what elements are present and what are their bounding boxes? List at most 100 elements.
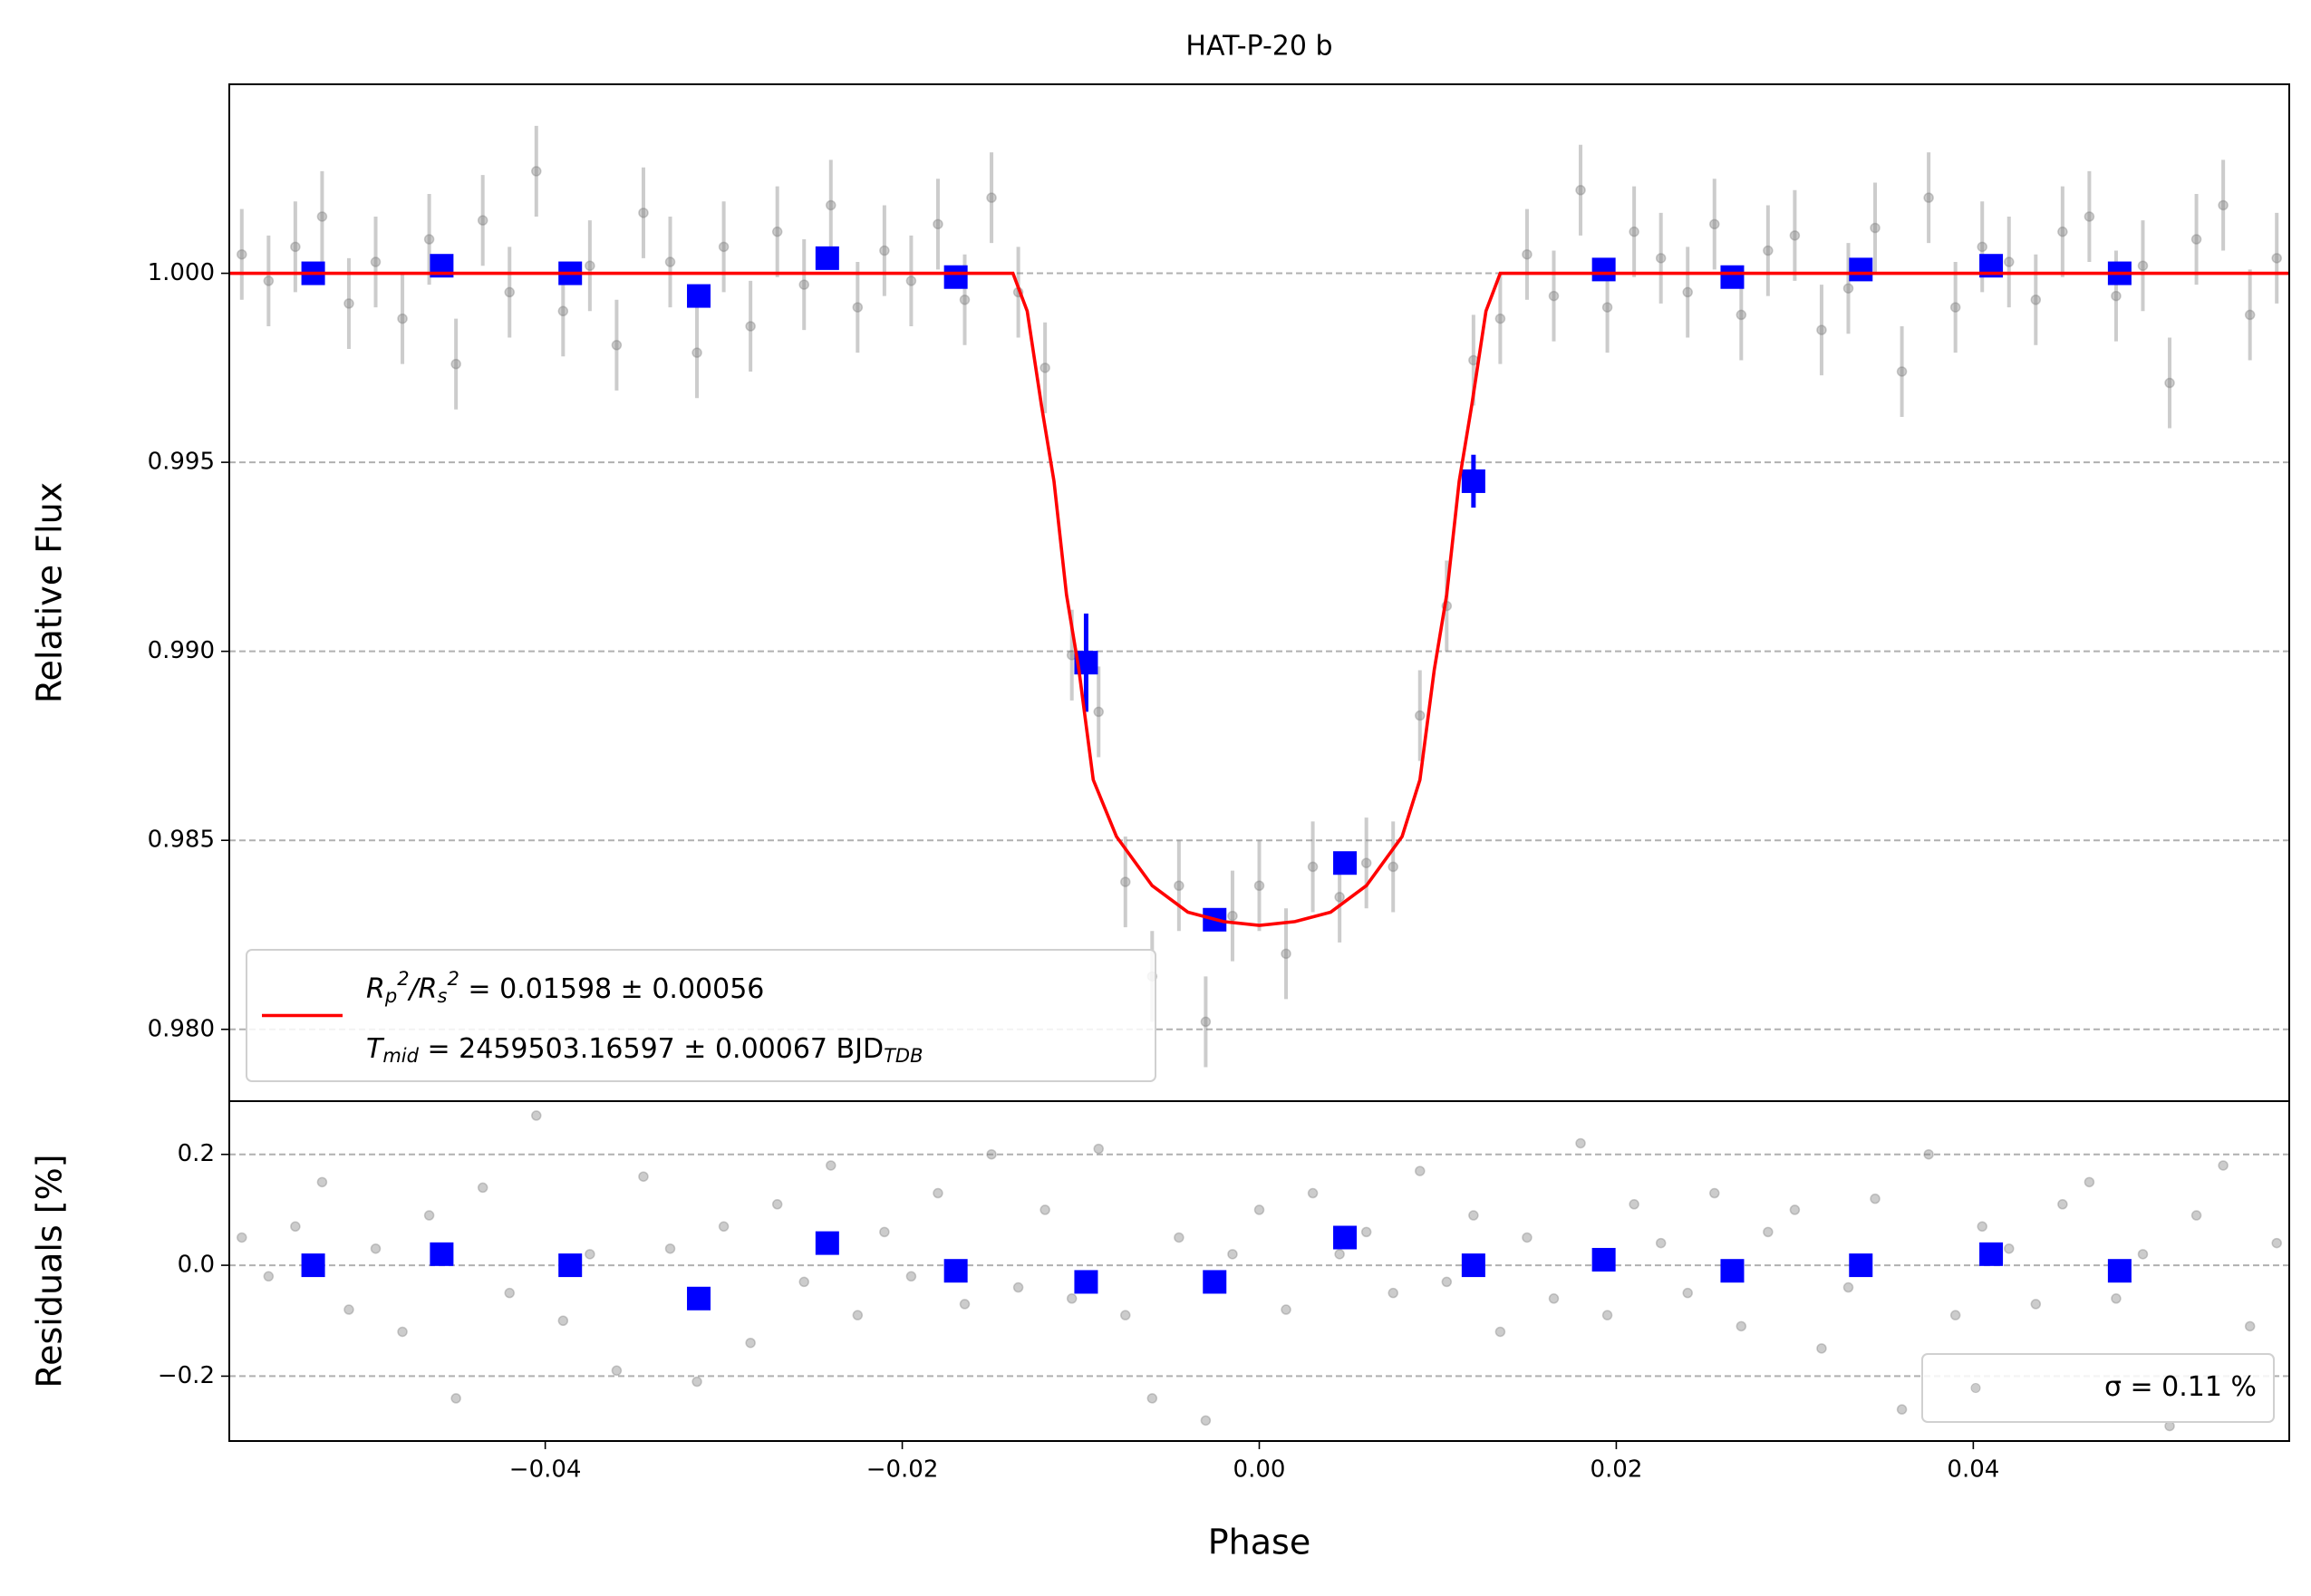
data-point [1227,1249,1238,1260]
x-axis-label: Phase [1208,1523,1310,1562]
data-point [531,166,542,177]
data-point [1334,892,1345,903]
data-point [2137,260,2149,271]
data-point [1388,861,1398,873]
legend-text-part: 2 [447,968,459,990]
data-point [1655,253,1667,264]
legend-box [246,949,1156,1082]
binned-point [1461,1253,1485,1278]
data-point [1415,710,1426,721]
binned-point [1720,1259,1745,1283]
legend-text-part: p [384,985,397,1007]
legend-text-part: /R [407,973,438,1005]
data-point [1468,1210,1479,1221]
legend-label: Rp2/Rs2 = 0.01598 ± 0.00056 [366,968,764,1007]
data-point [477,215,488,226]
data-point [1575,1137,1586,1149]
data-point [691,1376,702,1388]
data-point [1494,313,1506,324]
data-point [1253,1204,1265,1215]
binned-point [1591,257,1616,282]
data-point [664,256,676,267]
data-point [1200,1415,1212,1427]
data-point [2271,253,2282,264]
legend-text-part: = 2459503.16597 ± 0.00067 BJD [419,1033,884,1065]
data-point [1093,1143,1104,1155]
data-point [2004,256,2015,267]
y-tick-label: 0.2 [178,1140,215,1167]
y-tick-label: 0.995 [148,449,215,476]
data-point [1601,302,1613,313]
data-point [771,226,783,237]
data-point [504,286,515,298]
data-point [1789,230,1801,241]
data-point [397,1326,408,1338]
binned-point [558,1253,583,1278]
data-point [1522,1232,1533,1243]
data-point [1441,1276,1453,1288]
data-point [1763,1226,1774,1238]
data-point [370,1243,382,1254]
binned-point [1461,469,1485,493]
data-point [557,1315,569,1327]
data-point [1949,1310,1961,1320]
data-point [1548,1293,1560,1304]
data-point [1923,192,1934,203]
data-point [2244,309,2256,321]
data-point [1655,1237,1667,1249]
legend-marker [1970,1383,1981,1393]
data-point [2244,1320,2256,1332]
binned-point [301,1253,325,1278]
data-point [1736,309,1747,321]
data-point [1012,1282,1024,1293]
data-point [1789,1204,1801,1215]
data-point [1227,910,1238,922]
data-point [2057,226,2068,237]
data-point [1307,1187,1319,1199]
data-point [798,279,809,290]
x-tick-label: −0.02 [866,1456,939,1484]
y-axis-label: Relative Flux [30,482,70,703]
data-point [1949,302,1961,313]
data-point [745,1337,756,1349]
x-tick-label: 0.02 [1590,1456,1642,1484]
y-tick-label: −0.2 [158,1362,215,1389]
model-line [229,271,2289,927]
data-point [2084,211,2095,222]
data-point [718,241,730,253]
data-point [531,1110,542,1121]
data-point [1120,876,1131,887]
data-point [1174,880,1185,892]
data-point [2164,377,2175,389]
y-tick-label: 0.980 [148,1015,215,1042]
data-point [1977,241,1987,253]
data-point [1039,1204,1050,1215]
binned-point [1849,1253,1873,1278]
data-point [1816,324,1827,335]
data-point [986,192,997,203]
data-point [1763,245,1774,256]
legend-box [1921,1353,2275,1423]
data-point [1709,1187,1720,1199]
y-axis-label: Residuals [%] [30,1154,70,1388]
data-point [852,1310,864,1320]
legend-text-part: = 0.01598 ± 0.00056 [459,973,765,1005]
data-point [1736,1320,1747,1332]
data-point [2084,1176,2095,1188]
binned-point [1203,1270,1227,1294]
data-point [237,1232,247,1243]
data-point [316,211,328,222]
data-point [879,245,890,256]
data-point [2218,1160,2229,1171]
data-point [1174,1232,1185,1243]
binned-point [1720,265,1745,289]
binned-point [687,284,711,308]
data-point [2004,1243,2015,1254]
data-point [933,218,943,230]
legend-text-part: R [366,973,385,1005]
data-point [423,1210,435,1221]
legend-text-part: TDB [884,1045,923,1067]
data-point [450,1393,461,1404]
binned-point [1074,1270,1098,1294]
